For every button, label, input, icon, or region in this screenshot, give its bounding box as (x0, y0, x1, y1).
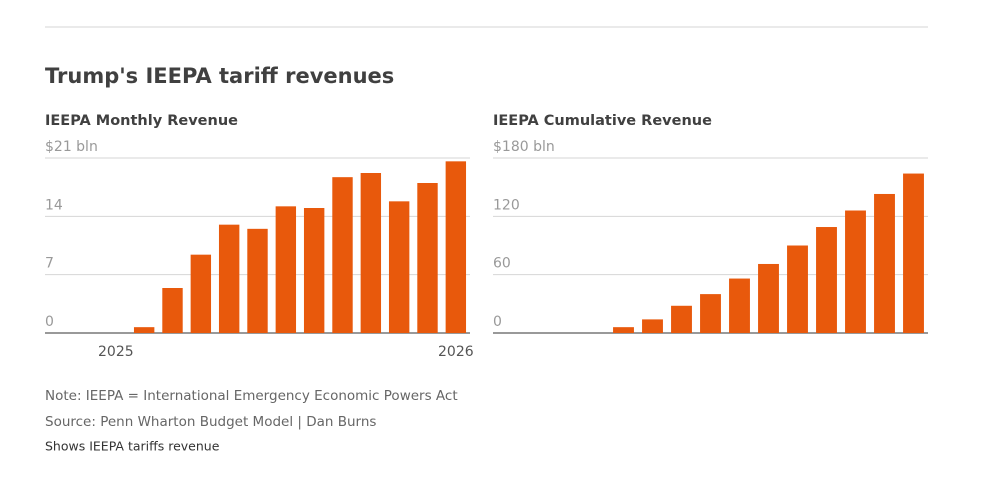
bar (218, 224, 240, 333)
bar (642, 319, 663, 333)
y-tick-label: 0 (45, 314, 54, 330)
bar (388, 201, 410, 333)
bar (758, 263, 779, 333)
bar (613, 327, 634, 333)
y-tick-label: $180 bln (493, 139, 555, 155)
y-tick-label: 60 (493, 256, 511, 272)
caption: Shows IEEPA tariffs revenue (45, 439, 220, 454)
bar (133, 327, 155, 333)
bar (162, 288, 183, 333)
bar (247, 228, 268, 333)
y-tick-label: $21 bln (45, 139, 98, 155)
bar (275, 206, 297, 333)
note: Note: IEEPA = International Emergency Ec… (45, 388, 458, 404)
bar (874, 193, 895, 333)
bar (787, 245, 808, 333)
bar (332, 177, 353, 333)
y-tick-label: 14 (45, 197, 63, 213)
bar (816, 227, 837, 333)
y-tick-label: 120 (493, 197, 520, 213)
bar (417, 183, 438, 333)
bar (700, 294, 721, 333)
page-title: Trump's IEEPA tariff revenues (45, 64, 394, 88)
x-tick-label: 2025 (98, 344, 134, 360)
x-tick-label: 2026 (438, 344, 474, 360)
bar (671, 305, 692, 333)
chart-title: IEEPA Monthly Revenue (45, 113, 238, 129)
source: Source: Penn Wharton Budget Model | Dan … (45, 414, 376, 430)
bar (729, 278, 750, 333)
bar (903, 173, 924, 333)
bar (845, 210, 866, 333)
chart-title: IEEPA Cumulative Revenue (493, 113, 712, 129)
bar (360, 173, 382, 333)
bar (303, 208, 325, 333)
y-tick-label: 0 (493, 314, 502, 330)
y-tick-label: 7 (45, 256, 54, 272)
bar (445, 161, 467, 333)
bar (190, 254, 212, 333)
